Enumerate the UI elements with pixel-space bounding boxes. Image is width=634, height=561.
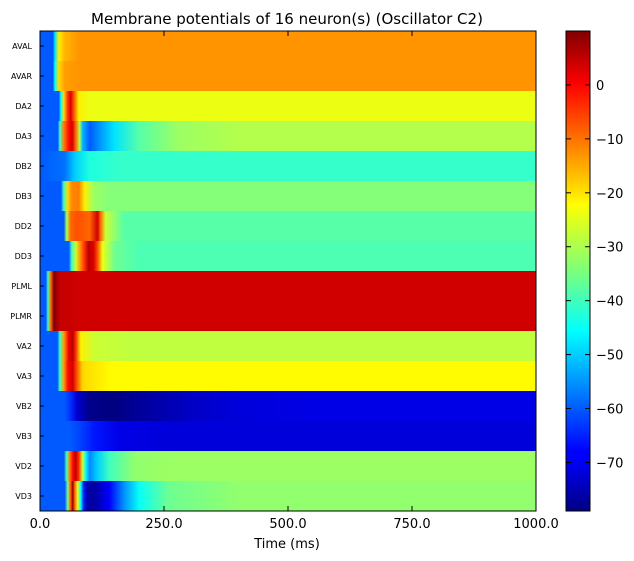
colorbar-tick-label: −10 xyxy=(596,133,623,148)
y-tick-label: DB2 xyxy=(15,162,32,171)
colorbar-tick-label: −20 xyxy=(596,187,623,202)
colorbar-tick-label: −30 xyxy=(596,241,623,256)
x-tick-label: 750.0 xyxy=(393,517,430,532)
heatmap-row-vd2 xyxy=(40,451,536,482)
heatmap-row-va2 xyxy=(40,331,536,362)
chart-title: Membrane potentials of 16 neuron(s) (Osc… xyxy=(91,10,483,28)
y-tick-label: VB2 xyxy=(16,402,32,411)
colorbar xyxy=(565,30,591,512)
heatmap-row-vb2 xyxy=(40,391,536,422)
colorbar-tick-label: −50 xyxy=(596,349,623,364)
y-tick-label: DD3 xyxy=(15,252,32,261)
y-tick-label: VD3 xyxy=(15,492,32,501)
heatmap-row-da3 xyxy=(40,121,536,152)
y-tick-label: DB3 xyxy=(15,192,32,201)
y-tick-label: VA2 xyxy=(16,342,32,351)
heatmap-row-da2 xyxy=(40,91,536,122)
y-tick-label: DA3 xyxy=(15,132,32,141)
colorbar-tick-label: −70 xyxy=(596,456,623,471)
y-tick-label: AVAR xyxy=(11,72,32,81)
y-tick-label: DA2 xyxy=(15,102,32,111)
heatmap-row-vb3 xyxy=(40,421,536,452)
x-tick-label: 250.0 xyxy=(145,517,182,532)
y-axis-labels: AVAL AVAR DA2 DA3 DB2 DB3 DD2 DD3 PLML PLMR VA2 VA3… xyxy=(10,42,44,501)
colorbar-ticks: 0 −10 −20 −30 −40 −50 −60 −70 xyxy=(566,79,623,471)
heatmap-row-plmr xyxy=(40,301,536,332)
y-tick-label: VA3 xyxy=(16,372,32,381)
y-tick-label: PLMR xyxy=(10,312,32,321)
heatmap-row-plml xyxy=(40,271,536,302)
x-axis-label: Time (ms) xyxy=(253,537,320,552)
y-tick-label: PLML xyxy=(11,282,32,291)
x-axis: 0.0 250.0 500.0 750.0 1000.0 xyxy=(30,31,559,532)
colorbar-tick-label: −60 xyxy=(596,403,623,418)
y-tick-label: DD2 xyxy=(15,222,32,231)
colorbar-tick-label: 0 xyxy=(596,79,604,94)
x-tick-label: 500.0 xyxy=(269,517,306,532)
y-tick-label: AVAL xyxy=(12,42,32,51)
heatmap-row-dd3 xyxy=(40,241,536,272)
y-tick-label: VB3 xyxy=(16,432,32,441)
y-tick-label: VD2 xyxy=(15,462,32,471)
colorbar-tick-label: −40 xyxy=(596,295,623,310)
heatmap-row-dd2 xyxy=(40,211,536,242)
heatmap-rows xyxy=(40,31,536,512)
heatmap-row-va3 xyxy=(40,361,536,392)
x-tick-label: 1000.0 xyxy=(513,517,559,532)
heatmap-row-db2 xyxy=(40,151,536,182)
heatmap-row-avar xyxy=(40,61,536,92)
x-tick-label: 0.0 xyxy=(30,517,51,532)
heatmap-row-db3 xyxy=(40,181,536,212)
heatmap-row-aval xyxy=(40,31,536,62)
